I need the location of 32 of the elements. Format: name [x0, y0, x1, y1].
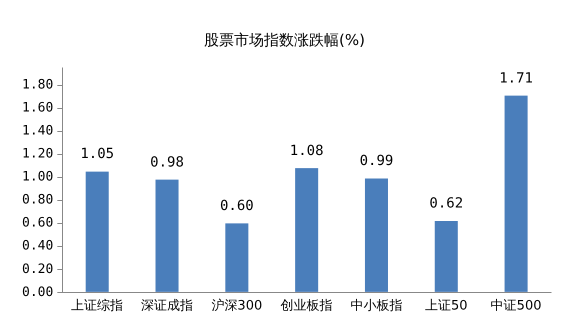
- data-label: 0.62: [429, 196, 464, 212]
- data-label: 1.05: [80, 146, 114, 162]
- bar: [86, 172, 109, 292]
- y-tick-label: 0.00: [22, 284, 54, 300]
- y-tick-label: 0.40: [22, 238, 54, 254]
- x-tick-label: 沪深300: [211, 298, 262, 314]
- bar: [504, 96, 528, 292]
- bar: [434, 221, 458, 292]
- x-tick-label: 中证500: [490, 298, 542, 314]
- bar: [225, 223, 248, 292]
- bar: [295, 168, 318, 292]
- bar: [364, 178, 388, 292]
- y-tick-label: 1.40: [22, 124, 54, 139]
- data-label: 1.71: [499, 70, 533, 86]
- x-tick-label: 上证综指: [71, 298, 124, 314]
- x-tick-label: 创业板指: [280, 298, 333, 314]
- y-tick-label: 0.20: [22, 262, 54, 277]
- data-label: 1.08: [290, 142, 324, 159]
- x-tick-label: 中小板指: [350, 298, 402, 314]
- x-tick-label: 上证50: [425, 298, 468, 314]
- y-tick-label: 0.60: [22, 216, 54, 231]
- chart-title: 股票市场指数涨跌幅(%): [204, 30, 365, 49]
- x-tick-label: 深证成指: [141, 298, 194, 314]
- y-tick-label: 1.60: [22, 100, 54, 116]
- data-label: 0.99: [360, 153, 394, 170]
- y-tick-label: 0.80: [22, 192, 54, 208]
- bar: [156, 180, 179, 292]
- y-tick-label: 1.20: [22, 146, 54, 162]
- y-tick-label: 1.80: [22, 78, 54, 93]
- data-label: 0.98: [150, 154, 184, 170]
- y-tick-label: 1.00: [22, 170, 54, 185]
- data-label: 0.60: [220, 198, 254, 214]
